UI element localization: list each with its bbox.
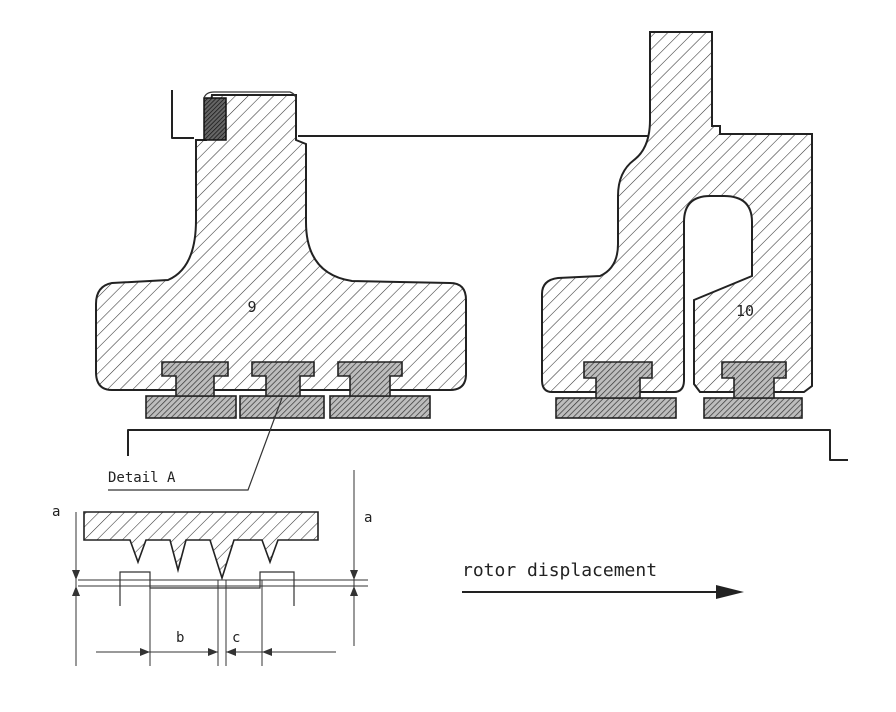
dim-c-label: c	[232, 630, 240, 646]
sealing-strip-2	[239, 361, 325, 419]
strip-group-right	[555, 361, 803, 419]
shim-top-edge	[203, 91, 297, 101]
detail-a-label: Detail A	[108, 470, 176, 486]
detail-upper-body	[83, 511, 319, 581]
sealing-strip-3	[329, 361, 431, 419]
dim-a-left-label: a	[52, 504, 60, 520]
rotor-displacement-label: rotor displacement	[462, 560, 657, 581]
detail-leader-line	[108, 397, 283, 491]
sealing-strip-5	[703, 361, 803, 419]
part-label-9: 9	[247, 298, 256, 316]
rotor-surface-line	[127, 429, 848, 461]
detail-a	[78, 511, 368, 606]
dimensions	[72, 470, 358, 666]
shim-block	[203, 97, 227, 141]
sealing-strip-1	[145, 361, 237, 419]
dim-a-right-label: a	[364, 510, 372, 526]
strip-group-left	[145, 361, 431, 419]
seal-ring-9	[95, 94, 467, 391]
part-label-10: 10	[736, 302, 754, 320]
displacement-arrow	[462, 585, 744, 599]
seal-ring-10	[541, 31, 813, 393]
sealing-strip-4	[555, 361, 677, 419]
detail-lower-land	[119, 571, 295, 606]
dim-b-label: b	[176, 630, 184, 646]
